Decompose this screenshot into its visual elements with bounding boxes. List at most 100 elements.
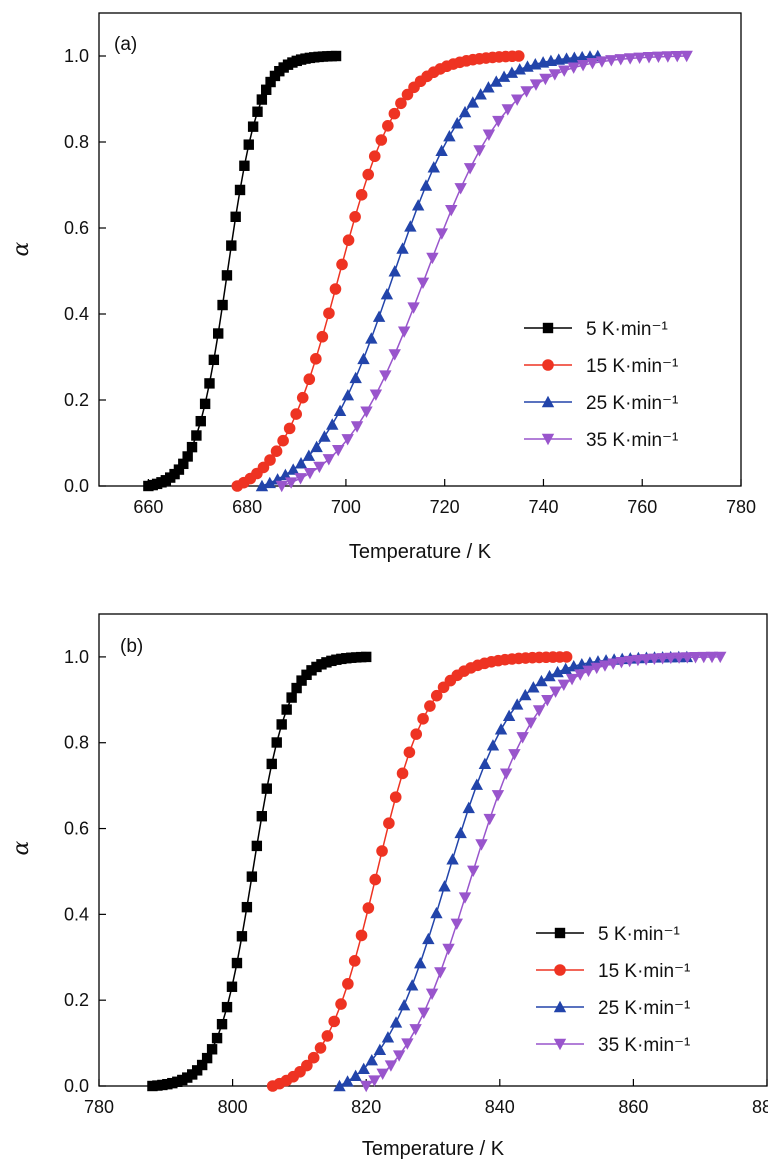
data-point (271, 737, 282, 748)
data-point (241, 901, 253, 913)
data-point (384, 1060, 398, 1072)
data-point (283, 422, 296, 435)
data-point (294, 457, 308, 469)
data-point (510, 698, 524, 710)
data-point (491, 790, 505, 802)
y-axis-title-a: α (9, 241, 34, 256)
data-point (373, 1043, 387, 1055)
data-point (639, 654, 653, 666)
data-point (388, 349, 401, 361)
data-point (446, 853, 459, 865)
data-point (519, 688, 532, 701)
data-point (397, 998, 411, 1011)
data-point (341, 434, 354, 446)
data-point (409, 1024, 422, 1036)
data-point (313, 461, 326, 474)
data-point (310, 353, 322, 365)
legend-b: 5 K·min⁻¹ 15 K·min⁻¹ 25 K·min⁻¹ 35 K·min⁻¹ (536, 924, 690, 1056)
data-point (689, 652, 702, 664)
data-point (422, 932, 435, 945)
data-point (482, 81, 495, 93)
data-point (276, 719, 287, 730)
data-point (438, 880, 451, 892)
data-point (633, 52, 646, 64)
data-point (434, 967, 447, 979)
data-point (642, 52, 656, 64)
data-point (389, 1016, 403, 1028)
data-point (294, 473, 307, 485)
data-point (279, 468, 292, 481)
data-point (623, 655, 636, 668)
data-point (681, 652, 694, 664)
series-line (281, 55, 687, 487)
data-point (307, 1051, 320, 1064)
axis-ticks-b: 780 800 820 840 860 880 0.0 0.2 0.4 0.6 0.8 1.0 (64, 647, 768, 1117)
data-point (551, 665, 564, 678)
data-point (430, 906, 443, 919)
data-point (382, 120, 394, 132)
x-tick-label: 840 (485, 1097, 515, 1117)
data-point (410, 728, 423, 740)
data-point (656, 653, 669, 665)
data-point (199, 398, 211, 410)
data-point (557, 679, 571, 691)
data-point (355, 189, 368, 201)
x-tick-label: 880 (752, 1097, 768, 1117)
data-point (318, 430, 331, 442)
data-point (614, 54, 627, 66)
data-point (275, 480, 288, 493)
data-point (296, 675, 307, 686)
y-tick-label: 1.0 (64, 46, 89, 66)
data-point (191, 430, 202, 441)
plot-frame-b (98, 613, 768, 1087)
series-line (261, 55, 598, 487)
data-point (411, 199, 425, 211)
data-point (246, 871, 258, 882)
data-point (263, 476, 276, 489)
data-point (221, 1001, 233, 1013)
data-point (323, 307, 335, 320)
data-point (405, 979, 419, 991)
legend-marker (541, 395, 555, 408)
data-point (342, 234, 355, 246)
data-point (548, 69, 562, 81)
plot-frame-a (98, 12, 742, 487)
data-point (362, 902, 375, 914)
legend-marker (554, 964, 566, 976)
data-point (549, 686, 562, 698)
data-point (648, 653, 661, 665)
data-point (417, 1007, 431, 1019)
series-line (148, 55, 337, 487)
data-point (261, 84, 272, 95)
chart-panel-a: 660 680 700 720 740 760 7800.00.20.40.60.81.0 … (9, 12, 756, 563)
data-point (281, 704, 292, 715)
data-point (454, 183, 467, 195)
data-point (458, 105, 472, 118)
data-point (287, 463, 300, 475)
data-point (231, 957, 243, 969)
data-point (404, 220, 417, 232)
data-point (375, 134, 388, 146)
data-point (360, 406, 373, 418)
data-point (380, 288, 394, 300)
data-point (442, 943, 455, 956)
data-point (697, 651, 710, 664)
data-point (490, 75, 503, 87)
data-point (361, 651, 372, 663)
data-point (516, 732, 529, 744)
data-point (365, 332, 378, 344)
data-point (211, 1032, 223, 1044)
data-point (672, 652, 686, 664)
legend-marker (554, 927, 566, 939)
data-point (426, 252, 439, 265)
data-point (615, 657, 628, 669)
data-point (333, 1079, 346, 1092)
data-point (247, 121, 259, 132)
data-point (360, 1080, 373, 1093)
data-point (576, 59, 590, 72)
data-point (243, 139, 254, 150)
data-point (443, 129, 456, 142)
x-axis-title-a: Temperature / K (349, 541, 492, 563)
y-tick-label: 0.0 (64, 476, 89, 496)
data-point (226, 240, 237, 251)
